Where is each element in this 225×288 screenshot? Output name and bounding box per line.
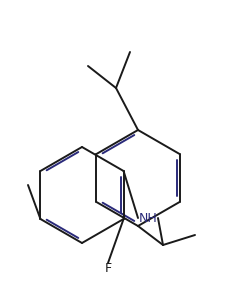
Text: F: F (104, 262, 112, 274)
Text: NH: NH (139, 211, 157, 225)
